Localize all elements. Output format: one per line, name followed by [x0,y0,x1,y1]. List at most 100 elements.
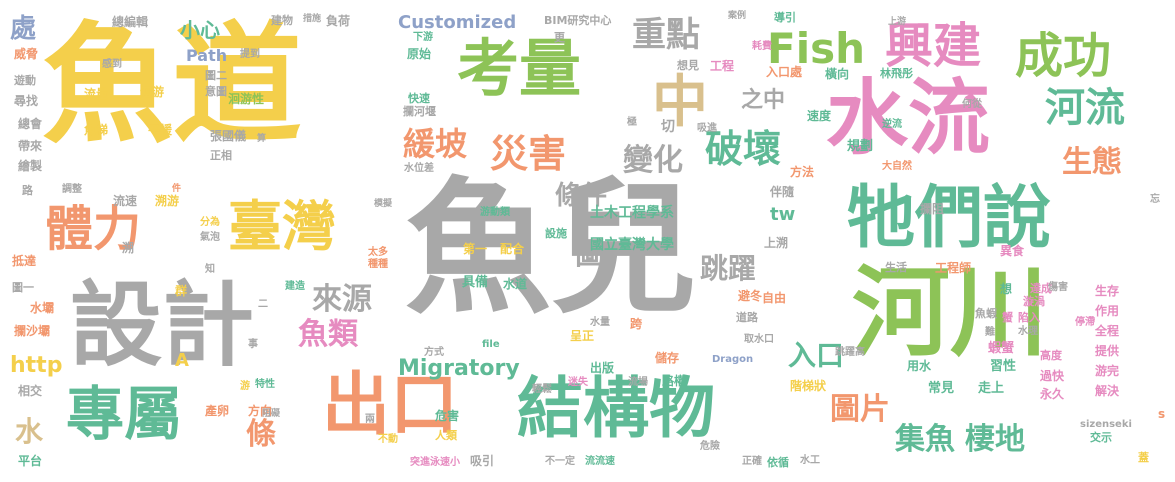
word: 第一 [463,242,488,256]
word: 中 [652,70,708,135]
word: 群 [175,284,188,298]
word: 人類 [435,429,457,442]
word: 抵達 [12,254,37,268]
word: file [482,339,500,350]
word: 溯 [122,241,135,255]
word: 階梯狀 [790,379,827,393]
word: 水工 [800,455,820,466]
word: 洄游性 [228,92,265,106]
word: 相交 [18,384,43,398]
word: 水流 [826,71,991,166]
word: 傷害 [1048,282,1068,293]
word: 攔河堰 [403,105,436,118]
word: 避冬 [738,289,763,303]
word: 考量 [457,32,582,105]
word: 平台 [18,454,43,468]
word: 生態 [1062,145,1122,180]
word: 二 [258,299,268,310]
word: 水位差 [404,163,434,174]
word: 走上 [978,381,1005,396]
word: 高度 [1040,349,1062,362]
word: 導引 [774,11,796,24]
word: 想見 [677,59,699,72]
word: 下游 [413,32,433,43]
word: 陷入 [1018,311,1040,324]
word: 總編輯 [112,15,149,29]
word: 威脅 [14,47,39,61]
word: 突進泳速小 [410,457,460,468]
word: 入口 [788,339,845,372]
word: 不一定 [545,456,575,467]
word: 耗費 [752,41,772,52]
word: 更 [554,31,565,44]
word: 兩 [365,414,375,425]
word: 案例 [728,11,747,21]
word: 跨 [630,317,643,331]
word: 出口 [322,366,459,445]
word: 意圖 [205,85,227,98]
word: 過快 [1040,369,1065,383]
word: 游動類 [480,207,510,218]
word: 圖二 [205,69,227,82]
word: 想 [1000,282,1013,296]
word: 具備 [462,275,489,290]
word: 快速 [408,92,430,105]
word: 破壞 [705,127,782,171]
word: 之中 [741,88,786,113]
word: 上溯 [764,236,789,250]
word: 迷失 [568,377,588,388]
word: 溯游 [155,194,180,208]
word: 圖 [575,237,605,272]
word: 方式 [424,347,444,358]
word: 魚兒 [405,164,697,334]
word: 流流速 [585,456,615,467]
word: 水道 [503,277,528,291]
word: 流量 [84,87,109,101]
word: 用水 [907,359,932,373]
word: 算 [257,134,267,144]
word: 何從 [962,99,982,110]
word: 變化 [623,143,683,178]
word: 伴隨 [770,185,795,199]
word: 帶來 [18,139,43,153]
word: 尋找 [14,94,39,108]
word: 流場 [628,377,648,388]
word: 達成 [1030,282,1052,295]
word: 措施 [303,14,322,24]
word: 土木工程學系 [590,205,674,221]
word: 跳躍高 [835,347,865,358]
word: 水理 [1018,326,1038,337]
word: 分為 [200,217,220,228]
word: 工程師 [935,261,972,275]
word: 方法 [790,165,815,179]
word: Migratory [398,356,520,381]
word: Dragon [712,354,754,365]
word: 魚道 [42,9,303,161]
word: 極 [627,117,637,128]
word: 模擬 [374,199,393,209]
word: 迴游 [140,85,165,99]
word: 阻礙 [262,409,281,419]
word: Fish [767,24,865,73]
word: 件 [172,184,182,194]
word: 原始 [407,47,432,61]
word: 小心 [180,18,220,42]
word: 全程 [1095,324,1120,338]
word: 體力 [45,201,142,257]
word: 平緩 [148,123,173,137]
word: 負荷 [326,14,351,28]
word: 正相 [210,149,232,162]
word: 重點 [632,15,700,55]
word: sizenseki [1080,419,1132,430]
word: 圖片 [830,392,890,427]
word: 輕鬆 [532,384,552,395]
word: 異食 [1000,244,1025,258]
word: 取水口 [744,334,774,345]
word: 氣泡 [200,232,220,243]
word: 建物 [271,14,293,27]
word: 生活 [885,261,907,274]
word: 自由 [762,291,787,305]
word: 工程 [710,59,735,73]
word: 魚類 [298,317,358,352]
